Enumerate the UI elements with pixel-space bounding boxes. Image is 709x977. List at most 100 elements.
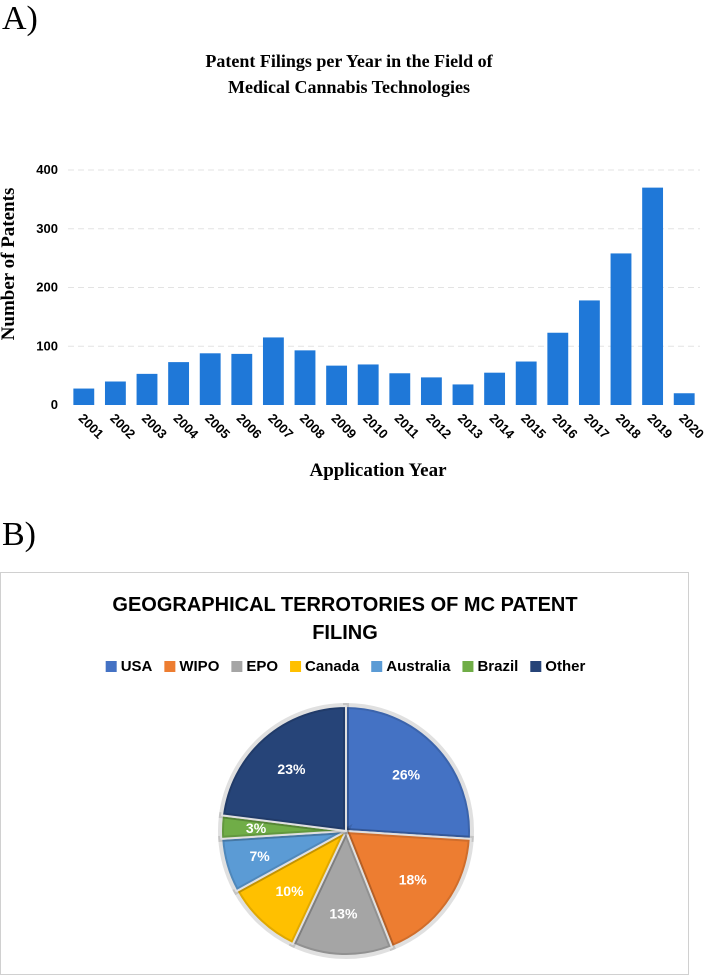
- legend-item-brazil: Brazil: [462, 658, 518, 675]
- bar-chart-bars: [73, 187, 695, 405]
- legend-item-canada: Canada: [290, 658, 360, 675]
- bar-chart-y-ticks: 0 100 200 300 400: [36, 162, 58, 412]
- pie-slice-rim: [341, 827, 474, 952]
- y-tick-label: 200: [36, 280, 58, 295]
- pie-chart-legend: USA WIPO EPO Canada Australia Brazil Other: [105, 658, 585, 675]
- pie-percent-label-usa: 26%: [392, 767, 421, 783]
- bar-2014: [484, 372, 506, 405]
- pie-slice-wipo: [345, 830, 472, 949]
- x-tick-label: 2007: [265, 411, 296, 442]
- legend-item-usa: USA: [105, 658, 153, 675]
- x-tick-label: 2009: [328, 411, 359, 442]
- legend-swatch: [290, 661, 302, 672]
- pie-slice-epo: [291, 830, 394, 957]
- x-tick-label: 2005: [202, 411, 233, 442]
- pie-chart-territories: GEOGRAPHICAL TERROTORIES OF MC PATENT FI…: [105, 594, 585, 959]
- legend-label: EPO: [246, 658, 278, 675]
- legend-swatch: [231, 661, 243, 672]
- x-tick-label: 2013: [455, 411, 486, 442]
- bar-chart-gridlines: [68, 169, 700, 347]
- x-tick-label: 2018: [613, 411, 644, 442]
- bar-chart-title-line-2: Medical Cannabis Technologies: [228, 77, 470, 97]
- x-tick-label: 2017: [581, 411, 612, 442]
- legend-label: Canada: [305, 658, 360, 675]
- x-tick-label: 2006: [234, 411, 265, 442]
- pie-chart-frame: GEOGRAPHICAL TERROTORIES OF MC PATENT FI…: [0, 572, 689, 975]
- bar-2012: [420, 377, 442, 405]
- panel-label-a: A): [2, 0, 38, 37]
- bar-2009: [326, 365, 348, 405]
- bar-chart-x-axis-label: Application Year: [309, 460, 447, 481]
- pie-percent-label-other: 23%: [277, 761, 306, 777]
- x-tick-label: 2001: [76, 411, 107, 442]
- legend-label: WIPO: [179, 658, 219, 675]
- bar-2005: [199, 353, 221, 405]
- legend-item-australia: Australia: [371, 658, 451, 675]
- x-tick-label: 2019: [644, 411, 675, 442]
- bar-2013: [452, 384, 474, 405]
- legend-label: Brazil: [477, 658, 518, 675]
- pie-percent-label-wipo: 18%: [399, 871, 428, 887]
- bar-2002: [104, 381, 126, 405]
- pie-slice-rim: [343, 702, 474, 843]
- x-tick-label: 2003: [139, 411, 170, 442]
- legend-item-other: Other: [530, 658, 585, 675]
- bar-2008: [294, 350, 316, 405]
- pie-slice-rim: [288, 823, 396, 959]
- x-tick-label: 2002: [107, 411, 138, 442]
- pie-chart-slices: [218, 702, 474, 959]
- bar-chart-patent-filings: Patent Filings per Year in the Field of …: [0, 51, 707, 481]
- bar-2011: [389, 373, 411, 405]
- bar-2018: [610, 253, 632, 405]
- x-tick-label: 2020: [676, 411, 707, 442]
- panel-label-b: B): [2, 516, 36, 553]
- x-tick-label: 2004: [170, 411, 202, 443]
- pie-slice-rim: [232, 823, 353, 949]
- pie-percent-label-epo: 13%: [329, 905, 358, 921]
- legend-swatch: [530, 661, 542, 672]
- bar-2015: [515, 361, 537, 405]
- bar-2010: [357, 364, 379, 405]
- x-tick-label: 2008: [297, 411, 328, 442]
- bar-2004: [168, 362, 190, 405]
- legend-item-wipo: WIPO: [164, 658, 220, 675]
- pie-percent-label-australia: 7%: [249, 848, 270, 864]
- pie-chart-title-line-2: FILING: [312, 622, 378, 644]
- bar-chart-title-line-1: Patent Filings per Year in the Field of: [205, 51, 493, 71]
- pie-slice-other: [220, 705, 347, 832]
- pie-chart-title-line-1: GEOGRAPHICAL TERROTORIES OF MC PATENT: [112, 594, 577, 616]
- x-tick-label: 2015: [518, 411, 549, 442]
- x-tick-label: 2011: [392, 411, 423, 442]
- pie-slice-rim: [218, 702, 349, 835]
- bar-2007: [262, 337, 284, 405]
- legend-label: USA: [121, 658, 153, 675]
- legend-swatch: [105, 661, 117, 672]
- x-tick-label: 2012: [423, 411, 454, 442]
- bar-chart-x-ticks: 2001 2002 2003 2004 2005 2006 2007 2008 2009 2010…: [76, 411, 707, 443]
- bar-chart-y-axis-label: Number of Patents: [0, 188, 19, 341]
- bar-2017: [578, 300, 600, 405]
- legend-item-epo: EPO: [231, 658, 278, 675]
- bar-2016: [547, 332, 569, 405]
- pie-slice-canada: [235, 830, 347, 946]
- legend-swatch: [371, 661, 383, 672]
- legend-label: Other: [545, 658, 585, 675]
- bar-2006: [231, 353, 253, 405]
- bar-2019: [642, 187, 664, 405]
- pie-percent-label-canada: 10%: [276, 883, 305, 899]
- pie-slice-usa: [345, 705, 472, 840]
- bar-2020: [673, 393, 695, 405]
- bar-2001: [73, 388, 95, 405]
- bar-2003: [136, 373, 158, 405]
- legend-swatch: [164, 661, 176, 672]
- pie-chart-percent-labels: 26% 18% 13% 10% 7% 3% 23%: [246, 761, 427, 921]
- y-tick-label: 100: [36, 338, 58, 353]
- x-tick-label: 2010: [360, 411, 391, 442]
- y-tick-label: 300: [36, 221, 58, 236]
- y-tick-label: 0: [51, 397, 58, 412]
- legend-swatch: [462, 661, 474, 672]
- legend-label: Australia: [386, 658, 451, 675]
- x-tick-label: 2014: [486, 411, 518, 443]
- x-tick-label: 2016: [550, 411, 581, 442]
- pie-percent-label-brazil: 3%: [246, 820, 267, 836]
